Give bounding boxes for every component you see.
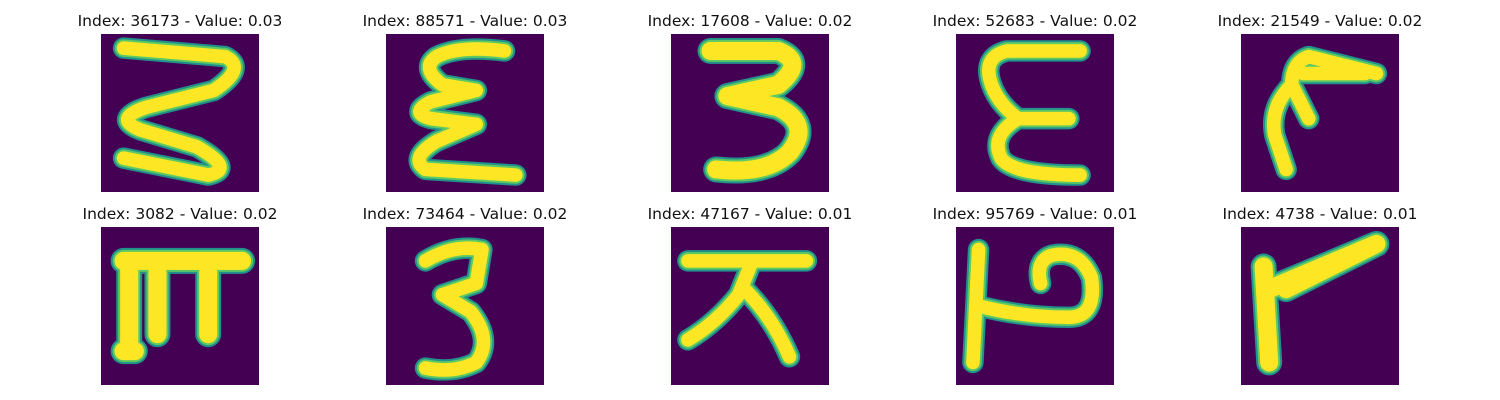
glyph-svg [1241, 34, 1399, 192]
glyph-image [1241, 34, 1399, 192]
panel-title: Index: 4738 - Value: 0.01 [1222, 205, 1418, 223]
glyph-svg [386, 227, 544, 385]
panel-title: Index: 73464 - Value: 0.02 [362, 205, 568, 223]
glyph-stroke-core [701, 41, 808, 180]
panel-title: Index: 88571 - Value: 0.03 [362, 12, 568, 30]
glyph-strokes [110, 247, 256, 365]
panel-title: Index: 17608 - Value: 0.02 [647, 12, 853, 30]
glyph-strokes [697, 37, 812, 184]
glyph-svg [1241, 227, 1399, 385]
glyph-image [671, 34, 829, 192]
glyph-svg [956, 227, 1114, 385]
glyph-stroke-core [418, 241, 491, 377]
glyph-stroke-core [114, 251, 252, 361]
glyph-stroke-core [966, 242, 1100, 370]
glyph-stroke-core [412, 42, 523, 182]
glyph-image [101, 227, 259, 385]
glyph-strokes [408, 38, 527, 186]
glyph-image [956, 34, 1114, 192]
glyph-image [386, 227, 544, 385]
panel-title: Index: 95769 - Value: 0.01 [932, 205, 1138, 223]
panel-title: Index: 36173 - Value: 0.03 [77, 12, 283, 30]
panel-title: Index: 52683 - Value: 0.02 [932, 12, 1138, 30]
glyph-image [101, 34, 259, 192]
panel-title: Index: 3082 - Value: 0.02 [82, 205, 278, 223]
glyph-stroke-core [116, 41, 241, 182]
glyph-stroke-core [1267, 49, 1384, 177]
glyph-strokes [112, 37, 245, 186]
glyph-strokes [962, 238, 1104, 374]
glyph-svg [101, 227, 259, 385]
glyph-image [1241, 227, 1399, 385]
glyph-svg [671, 227, 829, 385]
glyph-strokes [1263, 45, 1388, 181]
glyph-stroke-core [982, 44, 1087, 182]
glyph-stroke-core [681, 254, 814, 364]
glyph-stroke-core [1254, 234, 1386, 372]
glyph-image [386, 34, 544, 192]
glyph-strokes [414, 237, 495, 381]
glyph-strokes [978, 40, 1091, 186]
glyph-image [671, 227, 829, 385]
glyph-svg [101, 34, 259, 192]
glyph-svg [671, 34, 829, 192]
glyph-svg [956, 34, 1114, 192]
glyph-image [956, 227, 1114, 385]
glyph-strokes [1250, 230, 1390, 376]
glyph-strokes [677, 250, 818, 368]
panel-title: Index: 47167 - Value: 0.01 [647, 205, 853, 223]
panel-title: Index: 21549 - Value: 0.02 [1217, 12, 1423, 30]
glyph-svg [386, 34, 544, 192]
